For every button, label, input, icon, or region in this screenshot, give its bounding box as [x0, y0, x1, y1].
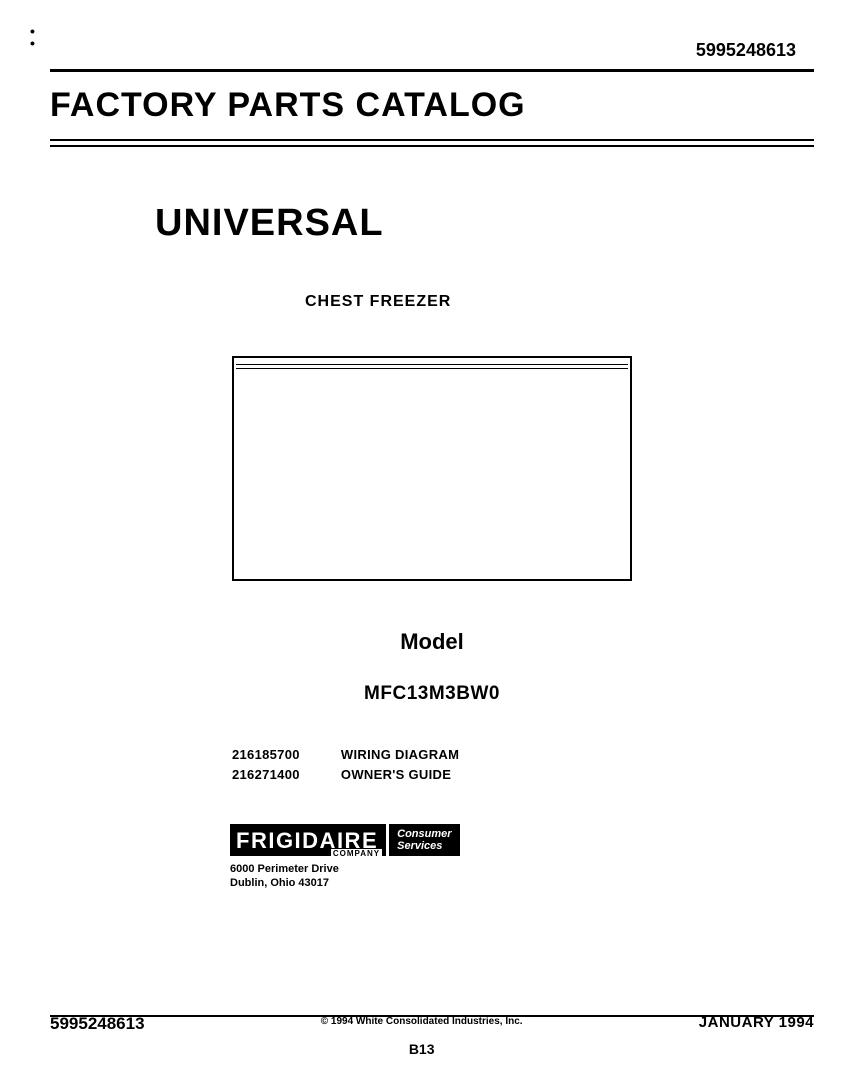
company-name: FRIGIDAIRE COMPANY — [230, 824, 386, 856]
division-line-1: Consumer — [397, 828, 451, 840]
footer-copyright: © 1994 White Consolidated Industries, In… — [145, 1016, 699, 1027]
doc-label: WIRING DIAGRAM — [341, 747, 459, 762]
doc-code: 216271400 — [232, 765, 337, 785]
rule-mid-1 — [50, 139, 814, 141]
page-footer: 5995248613 © 1994 White Consolidated Ind… — [50, 1014, 814, 1057]
corner-marks: •• — [30, 25, 35, 49]
top-doc-number: 5995248613 — [50, 40, 814, 61]
freezer-lid-line-1 — [236, 364, 628, 365]
catalog-title: FACTORY PARTS CATALOG — [50, 86, 814, 125]
address-line-1: 6000 Perimeter Drive — [230, 862, 814, 876]
rule-top-1 — [50, 69, 814, 72]
company-sub: COMPANY — [331, 849, 382, 858]
brand-name: UNIVERSAL — [155, 202, 814, 245]
footer-code: B13 — [145, 1041, 699, 1057]
rule-mid-2 — [50, 145, 814, 147]
company-block: FRIGIDAIRE COMPANY Consumer Services 600… — [230, 824, 814, 891]
doc-label: OWNER'S GUIDE — [341, 767, 451, 782]
company-address: 6000 Perimeter Drive Dublin, Ohio 43017 — [230, 862, 814, 891]
model-heading: Model — [50, 629, 814, 655]
division-line-2: Services — [397, 840, 451, 852]
model-number: MFC13M3BW0 — [50, 683, 814, 705]
doc-code: 216185700 — [232, 745, 337, 765]
footer-doc-number: 5995248613 — [50, 1014, 145, 1034]
company-logo: FRIGIDAIRE COMPANY Consumer Services — [230, 824, 460, 856]
product-type: CHEST FREEZER — [305, 293, 814, 311]
address-line-2: Dublin, Ohio 43017 — [230, 876, 814, 890]
footer-center: © 1994 White Consolidated Industries, In… — [145, 1016, 699, 1057]
company-division: Consumer Services — [389, 824, 459, 856]
freezer-lid-line-2 — [236, 368, 628, 369]
footer-date: JANUARY 1994 — [699, 1014, 814, 1031]
doc-row: 216271400 OWNER'S GUIDE — [232, 765, 632, 785]
document-list: 216185700 WIRING DIAGRAM 216271400 OWNER… — [232, 745, 632, 784]
freezer-illustration — [232, 356, 632, 581]
doc-row: 216185700 WIRING DIAGRAM — [232, 745, 632, 765]
